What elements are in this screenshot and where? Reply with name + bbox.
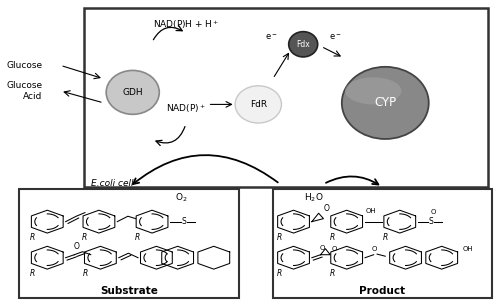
Text: O: O	[431, 209, 436, 215]
Text: O: O	[331, 246, 337, 252]
Text: NAD(P)H + H$^+$: NAD(P)H + H$^+$	[152, 18, 219, 31]
Text: R: R	[30, 269, 35, 278]
Text: Glucose
Acid: Glucose Acid	[6, 81, 42, 101]
Text: Fdx: Fdx	[296, 40, 310, 49]
Ellipse shape	[345, 77, 401, 104]
Text: R: R	[276, 269, 282, 278]
Ellipse shape	[289, 32, 318, 57]
Text: S: S	[428, 217, 433, 226]
Text: R: R	[135, 233, 140, 242]
Text: Substrate: Substrate	[101, 286, 158, 296]
Text: O: O	[324, 204, 330, 213]
FancyBboxPatch shape	[19, 188, 239, 298]
Ellipse shape	[106, 70, 159, 114]
Text: e$^-$: e$^-$	[329, 32, 342, 42]
Text: Product: Product	[360, 286, 405, 296]
Text: CYP: CYP	[374, 96, 396, 109]
Text: R: R	[330, 233, 335, 242]
Text: R: R	[82, 233, 87, 242]
Text: R: R	[30, 233, 35, 242]
Text: NAD(P)$^+$: NAD(P)$^+$	[166, 103, 206, 115]
Text: O$_2$: O$_2$	[175, 191, 187, 204]
Text: O: O	[320, 245, 325, 250]
Text: GDH: GDH	[123, 88, 143, 97]
Text: R: R	[83, 269, 89, 278]
Ellipse shape	[342, 67, 429, 139]
Text: FdR: FdR	[249, 100, 267, 109]
FancyBboxPatch shape	[273, 188, 493, 298]
Text: R: R	[330, 269, 335, 278]
FancyBboxPatch shape	[85, 8, 488, 187]
Text: Glucose: Glucose	[6, 61, 42, 70]
Text: O: O	[372, 246, 377, 252]
Text: OH: OH	[366, 208, 376, 214]
Text: H$_2$O: H$_2$O	[304, 191, 324, 204]
Text: R: R	[382, 233, 388, 242]
Text: O: O	[73, 242, 79, 251]
Text: e$^-$: e$^-$	[265, 32, 278, 42]
Text: OH: OH	[463, 246, 474, 252]
Text: S: S	[182, 217, 187, 226]
Text: E.coli cell: E.coli cell	[91, 179, 133, 188]
Ellipse shape	[235, 86, 281, 123]
Text: R: R	[276, 233, 282, 242]
